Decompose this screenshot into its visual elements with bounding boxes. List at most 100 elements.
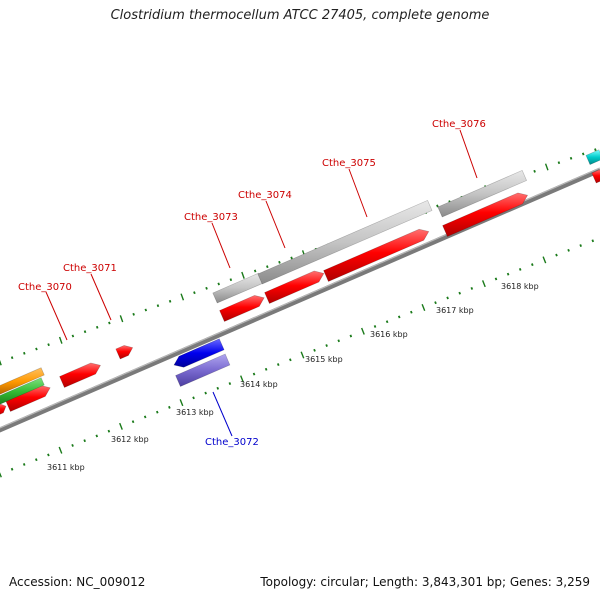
red-cds-cthe-3073[interactable] xyxy=(219,295,265,322)
leader-cthe-3072 xyxy=(212,391,233,437)
genome-summary-text: Topology: circular; Length: 3,843,301 bp… xyxy=(260,575,590,589)
outer-ring-tick xyxy=(266,265,269,269)
inner-ring-tick xyxy=(47,453,50,457)
inner-ring-tick xyxy=(458,291,461,295)
inner-ring-tick xyxy=(58,446,63,454)
gene-label-cthe-3076[interactable]: Cthe_3076 xyxy=(432,119,486,130)
outer-ring-tick xyxy=(180,293,185,301)
inner-ring-tick xyxy=(289,358,292,362)
outer-ring-tick xyxy=(58,336,63,344)
gray-feature-c[interactable] xyxy=(437,170,527,218)
outer-ring-tick xyxy=(47,343,50,347)
orange-feature[interactable] xyxy=(0,367,45,396)
cyan-feature-right-edge[interactable] xyxy=(585,149,600,165)
inner-ring-tick xyxy=(119,422,123,430)
inner-ring-tick xyxy=(240,375,244,383)
outer-ring-tick xyxy=(83,330,87,334)
gene-labels: Cthe_3070 Cthe_3071 Cthe_3072 Cthe_3073 … xyxy=(18,119,486,448)
inner-ring-tick xyxy=(300,351,305,359)
red-cds-cthe-3076[interactable] xyxy=(442,192,529,237)
inner-ring-tick xyxy=(35,458,38,462)
inner-ring-tick xyxy=(0,472,2,478)
gene-label-cthe-3074[interactable]: Cthe_3074 xyxy=(238,190,292,201)
outer-ring-tick xyxy=(290,256,293,260)
inner-ring-tick xyxy=(313,348,316,352)
inner-ring-tick xyxy=(567,248,570,252)
leader-cthe-3073 xyxy=(211,222,231,269)
inner-ring-tick xyxy=(579,244,582,248)
outer-ring-tick xyxy=(193,291,196,295)
inner-ring-tick xyxy=(71,444,74,447)
inner-ring-tick xyxy=(337,339,341,343)
inner-ring-tick xyxy=(179,399,184,407)
inner-ring-tick xyxy=(22,463,26,466)
feature-track xyxy=(0,149,600,416)
scale-label-3617: 3617 kbp xyxy=(436,306,474,315)
inner-ring-tick xyxy=(216,386,220,390)
red-cds-cthe-3070[interactable] xyxy=(59,362,101,388)
gene-label-cthe-3073[interactable]: Cthe_3073 xyxy=(184,212,238,223)
outer-ring-tick xyxy=(144,308,148,312)
inner-ring-tick xyxy=(143,415,147,419)
inner-ring-tick xyxy=(131,420,135,424)
outer-ring-tick xyxy=(229,278,233,282)
scale-label-3616: 3616 kbp xyxy=(370,330,408,339)
outer-ring-tick xyxy=(168,299,172,303)
outer-ring-tick xyxy=(95,325,99,329)
gene-label-cthe-3071[interactable]: Cthe_3071 xyxy=(63,263,117,274)
gray-feature-b[interactable] xyxy=(257,200,433,285)
outer-ring-tick xyxy=(544,163,549,171)
label-leaders xyxy=(45,129,478,437)
outer-ring-tick xyxy=(253,269,257,273)
leader-cthe-3070 xyxy=(45,291,68,341)
gene-label-cthe-3070[interactable]: Cthe_3070 xyxy=(18,282,72,293)
purple-feature-cthe-3072[interactable] xyxy=(175,353,231,387)
red-cds-cthe-3074[interactable] xyxy=(264,270,325,304)
inner-ring-tick xyxy=(252,372,256,376)
inner-ring-tick xyxy=(555,253,558,257)
outer-ring-tick xyxy=(10,356,14,360)
inner-ring-tick xyxy=(421,303,426,311)
outer-ring-tick xyxy=(594,148,597,152)
outer-ring-tick xyxy=(0,359,2,366)
scale-label-3615: 3615 kbp xyxy=(305,355,343,364)
inner-ring-tick xyxy=(434,301,437,305)
outer-ring-tick xyxy=(533,169,536,173)
red-cds-right-edge[interactable] xyxy=(591,169,600,184)
inner-ring-tick xyxy=(531,263,534,267)
inner-ring-tick xyxy=(481,280,486,288)
inner-ring-tick xyxy=(494,277,498,281)
inner-ring-tick xyxy=(83,439,86,443)
red-cds-cthe-3071[interactable] xyxy=(115,345,134,360)
accession-text: Accession: NC_009012 xyxy=(9,575,146,589)
outer-ring-tick xyxy=(217,282,220,286)
inner-ring-tick xyxy=(361,327,365,335)
blue-cds-cthe-3072[interactable] xyxy=(173,338,225,368)
inner-ring-tick xyxy=(192,396,195,400)
outer-ring-tick xyxy=(205,286,208,290)
scale-label-3612: 3612 kbp xyxy=(111,435,149,444)
inner-ring-tick xyxy=(373,325,377,328)
inner-ring-tick xyxy=(204,391,207,395)
inner-ring-tick xyxy=(446,296,449,300)
leader-cthe-3074 xyxy=(265,200,286,249)
green-feature[interactable] xyxy=(0,377,45,406)
scale-labels: 3611 kbp 3612 kbp 3613 kbp 3614 kbp 3615… xyxy=(47,282,539,472)
inner-ring-tick xyxy=(410,310,413,314)
inner-ring-tick xyxy=(397,315,401,319)
outer-ring-tick xyxy=(241,271,245,279)
scale-label-3611: 3611 kbp xyxy=(47,463,85,472)
inner-ring-tick xyxy=(542,256,547,264)
map-title: Clostridium thermocellum ATCC 27405, com… xyxy=(110,8,490,23)
red-cds-cthe-3075[interactable] xyxy=(323,228,430,282)
inner-ring-tick xyxy=(325,344,328,347)
inner-ring-tick xyxy=(10,467,14,471)
outer-ring-tick xyxy=(108,321,111,325)
scale-label-3618: 3618 kbp xyxy=(501,282,539,291)
gene-label-cthe-3072[interactable]: Cthe_3072 xyxy=(205,437,259,448)
leader-cthe-3071 xyxy=(90,273,112,321)
inner-ring-tick xyxy=(107,429,111,433)
red-cds-left-a[interactable] xyxy=(0,403,7,416)
gene-label-cthe-3075[interactable]: Cthe_3075 xyxy=(322,158,376,169)
